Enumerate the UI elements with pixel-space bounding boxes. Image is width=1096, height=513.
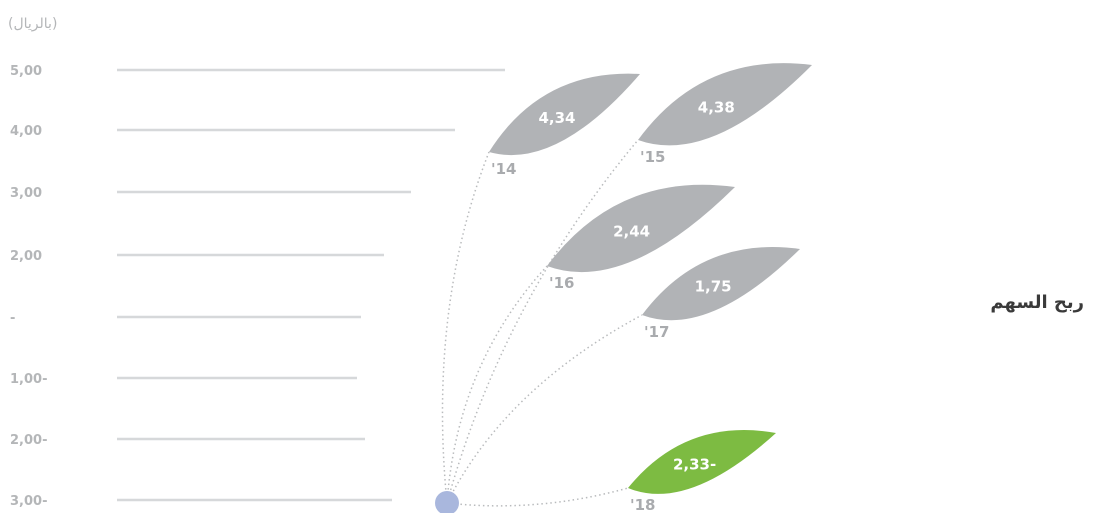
chart-title: ربح السهم — [990, 292, 1084, 313]
connector-line — [446, 487, 629, 507]
y-tick-label: 1,00- — [10, 372, 47, 387]
value-label: 2,33- — [673, 455, 716, 473]
value-label: 4,38 — [698, 98, 735, 116]
leaf-mark — [547, 184, 735, 273]
connector-line — [441, 151, 490, 504]
leaf-mark — [489, 73, 640, 156]
y-tick-label: 3,00- — [10, 494, 47, 509]
connector-line — [446, 265, 548, 504]
origin-dot — [435, 491, 459, 513]
year-label: '14 — [491, 160, 516, 178]
y-tick-label: 2,00- — [10, 433, 47, 448]
year-label: '16 — [549, 274, 574, 292]
unit-label: (بالريال) — [8, 16, 58, 32]
leaf-mark — [642, 247, 800, 321]
year-label: '18 — [630, 496, 655, 513]
value-label: 1,75 — [695, 277, 732, 295]
y-tick-label: - — [10, 311, 15, 326]
leaf-mark — [638, 63, 812, 146]
y-tick-label: 3,00 — [10, 186, 42, 201]
year-label: '15 — [640, 148, 665, 166]
y-tick-label: 5,00 — [10, 64, 42, 79]
year-label: '17 — [644, 323, 669, 341]
value-label: 4,34 — [538, 109, 575, 127]
value-label: 2,44 — [613, 222, 650, 240]
connector-line — [446, 314, 643, 504]
connector-line — [446, 139, 639, 504]
y-tick-label: 2,00 — [10, 249, 42, 264]
y-tick-label: 4,00 — [10, 124, 42, 139]
leaf-mark — [628, 430, 776, 494]
